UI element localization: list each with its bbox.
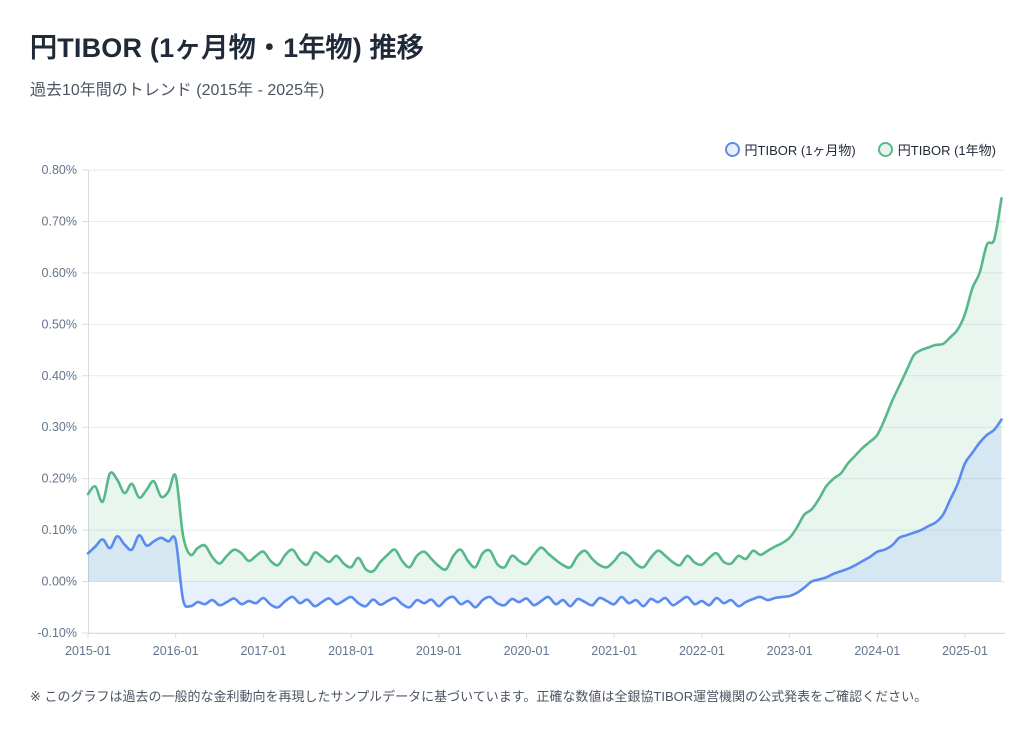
x-axis-label: 2022-01 (679, 644, 725, 658)
x-axis-label: 2025-01 (942, 644, 988, 658)
x-axis-label: 2018-01 (328, 644, 374, 658)
y-axis-label: 0.00% (42, 575, 77, 589)
series-line-1y (86, 197, 1003, 574)
x-axis-label: 2024-01 (854, 644, 900, 658)
y-axis-label: 0.80% (42, 163, 77, 177)
x-axis-label: 2019-01 (416, 644, 462, 658)
x-axis-label: 2021-01 (591, 644, 637, 658)
chart-area: 0.80% 0.70% 0.60% 0.50% 0.40% 0.30% 0.20% 0.10%… (0, 130, 1024, 675)
line-chart-svg: 0.80% 0.70% 0.60% 0.50% 0.40% 0.30% 0.20% 0.10%… (37, 163, 1005, 658)
legend-marker-1m-icon (724, 142, 740, 157)
page-title: 円TIBOR (1ヶ月物・1年物) 推移 (30, 33, 425, 63)
series-line-1m (86, 418, 1003, 609)
x-axis-label: 2020-01 (504, 644, 550, 658)
footnote-disclaimer: ※ このグラフは過去の一般的な金利動向を再現したサンプルデータに基づいています。… (30, 689, 928, 704)
x-axis-label: 2023-01 (767, 644, 813, 658)
y-axis-label: 0.30% (42, 420, 77, 434)
legend-marker-1y-icon (877, 142, 893, 157)
y-axis-label: -0.10% (37, 626, 77, 640)
y-axis-label: 0.10% (42, 523, 77, 537)
y-axis-label: 0.70% (42, 214, 77, 228)
x-axis-label: 2016-01 (153, 644, 199, 658)
y-axis-label: 0.50% (42, 317, 77, 331)
y-axis-label: 0.60% (42, 266, 77, 280)
legend-item-1m[interactable]: 円TIBOR (1ヶ月物) (724, 140, 856, 159)
series-area-1y (88, 198, 1002, 582)
x-axis-label: 2017-01 (240, 644, 286, 658)
chart-legend: 円TIBOR (1ヶ月物) 円TIBOR (1年物) (724, 140, 996, 159)
x-axis-label: 2015-01 (65, 644, 111, 658)
y-axis-label: 0.40% (42, 369, 77, 383)
legend-item-1y[interactable]: 円TIBOR (1年物) (877, 140, 996, 159)
legend-label-1y: 円TIBOR (1年物) (897, 143, 996, 158)
page-subtitle: 過去10年間のトレンド (2015年 - 2025年) (30, 82, 325, 99)
legend-label-1m: 円TIBOR (1ヶ月物) (744, 143, 856, 158)
y-axis-label: 0.20% (42, 472, 77, 486)
